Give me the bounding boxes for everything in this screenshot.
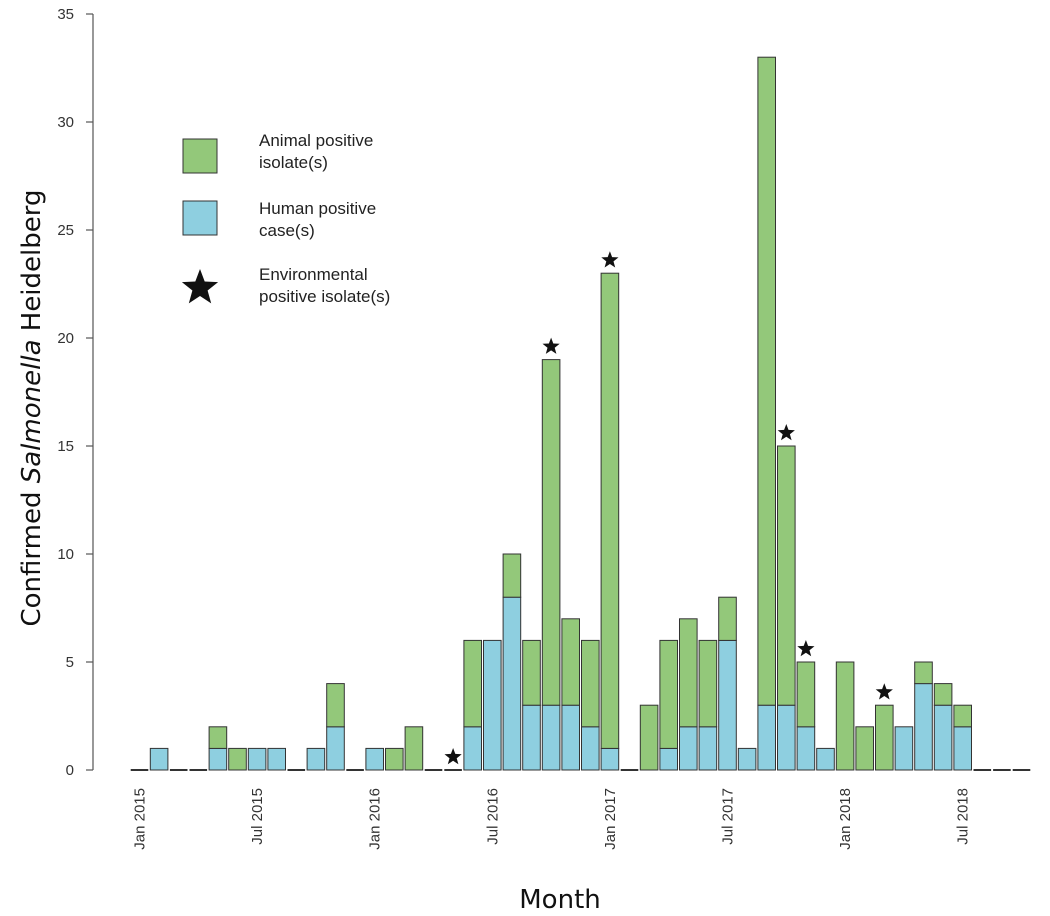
- bar-human: [737, 747, 757, 771]
- bar-animal: [561, 618, 581, 706]
- bar-human: [306, 747, 326, 771]
- bar-human: [208, 747, 228, 771]
- environmental-star-marker: [542, 337, 560, 354]
- bar-human: [326, 726, 345, 771]
- bar-human: [914, 683, 933, 771]
- legend-human-label-line-1: Human positive: [259, 199, 376, 218]
- bar-human: [679, 726, 698, 771]
- bar-human: [247, 747, 267, 771]
- bar-human: [659, 747, 679, 771]
- bar-human: [561, 704, 581, 771]
- bar-animal: [698, 639, 718, 728]
- x-tick-label: Jul 2018: [955, 788, 972, 845]
- bar-human: [600, 747, 620, 771]
- x-tick-label: Jan 2018: [837, 788, 854, 850]
- bar-animal: [228, 747, 247, 771]
- bar-human: [953, 726, 973, 771]
- bar-animal: [914, 661, 933, 685]
- legend-human-label-line-2: case(s): [259, 221, 315, 240]
- bar-animal: [777, 445, 796, 706]
- legend-animal-label-line-1: Animal positive: [259, 131, 373, 150]
- bar-animal: [541, 359, 561, 706]
- y-axis-title: Confirmed Salmonella Heidelberg: [17, 190, 47, 627]
- bar-human: [502, 596, 522, 771]
- bar-human: [816, 747, 835, 771]
- x-ticks: Jan 2015 Jul 2015 Jan 2016 Jul 2016 Jan 2017…: [132, 788, 972, 850]
- environmental-star-marker: [875, 683, 893, 700]
- x-axis-title: Month: [519, 885, 601, 915]
- legend-star-icon: [181, 269, 219, 304]
- bar-animal: [679, 618, 698, 728]
- y-tick-label: 35: [57, 6, 74, 23]
- legend-animal-label-line-2: isolate(s): [259, 153, 328, 172]
- bar-animal: [718, 596, 737, 641]
- bar-human: [581, 726, 600, 771]
- legend-environmental-label-line-1: Environmental: [259, 265, 368, 284]
- x-tick-label: Jul 2015: [249, 788, 266, 845]
- bar-animal: [502, 553, 522, 598]
- y-ticks: 0 5 10 15 20 25 30 35: [57, 6, 93, 779]
- bar-human: [718, 639, 737, 771]
- bar-animal: [855, 726, 875, 771]
- y-tick-label: 10: [57, 546, 74, 563]
- bar-animal: [600, 272, 620, 749]
- bar-animal: [659, 639, 679, 749]
- legend-human-swatch: [182, 200, 218, 236]
- bar-animal: [404, 726, 424, 771]
- y-axis-title-part-2: Salmonella: [17, 340, 47, 484]
- x-tick-label: Jan 2015: [132, 788, 149, 850]
- bar-animal: [639, 704, 659, 771]
- bar-human: [757, 704, 777, 771]
- bar-animal: [796, 661, 816, 728]
- legend-environmental-label-line-2: positive isolate(s): [259, 287, 390, 306]
- bar-human: [483, 639, 502, 771]
- x-tick-label: Jan 2017: [602, 788, 619, 850]
- bar-human: [698, 726, 718, 771]
- y-tick-label: 20: [57, 330, 74, 347]
- bar-human: [541, 704, 561, 771]
- y-tick-label: 15: [57, 438, 74, 455]
- bars: [130, 56, 1031, 771]
- x-tick-label: Jan 2016: [367, 788, 384, 850]
- y-axis-title-part-1: Confirmed: [17, 483, 47, 626]
- bar-human: [267, 747, 286, 771]
- bar-animal: [875, 704, 894, 771]
- bar-animal: [757, 56, 777, 706]
- environmental-star-marker: [601, 251, 619, 268]
- bar-animal: [208, 726, 228, 749]
- bar-animal: [326, 683, 345, 728]
- environmental-star-marker: [444, 748, 462, 765]
- bar-human: [933, 704, 953, 771]
- bar-human: [365, 747, 384, 771]
- bar-animal: [522, 639, 541, 706]
- bar-animal: [835, 661, 855, 771]
- bar-animal: [385, 747, 404, 771]
- bar-human: [522, 704, 541, 771]
- bar-animal: [953, 704, 973, 728]
- y-tick-label: 0: [66, 762, 74, 779]
- bar-human: [463, 726, 482, 771]
- bar-animal: [463, 639, 482, 728]
- bar-human: [894, 726, 914, 771]
- x-tick-label: Jul 2016: [484, 788, 501, 845]
- bar-human: [149, 747, 169, 771]
- y-axis: 0 5 10 15 20 25 30 35: [57, 6, 94, 779]
- bar-animal: [581, 639, 600, 728]
- bar-animal: [933, 683, 953, 706]
- environmental-star-marker: [777, 424, 795, 441]
- y-tick-label: 30: [57, 114, 74, 131]
- y-axis-title-part-3: Heidelberg: [17, 190, 47, 340]
- legend: Animal positive isolate(s) Human positiv…: [181, 131, 390, 306]
- legend-animal-swatch: [182, 138, 218, 174]
- y-tick-label: 25: [57, 222, 74, 239]
- y-tick-label: 5: [66, 654, 74, 671]
- x-tick-label: Jul 2017: [720, 788, 737, 845]
- environmental-markers: [444, 251, 893, 765]
- environmental-star-marker: [797, 640, 815, 657]
- bar-human: [796, 726, 816, 771]
- bar-human: [777, 704, 796, 771]
